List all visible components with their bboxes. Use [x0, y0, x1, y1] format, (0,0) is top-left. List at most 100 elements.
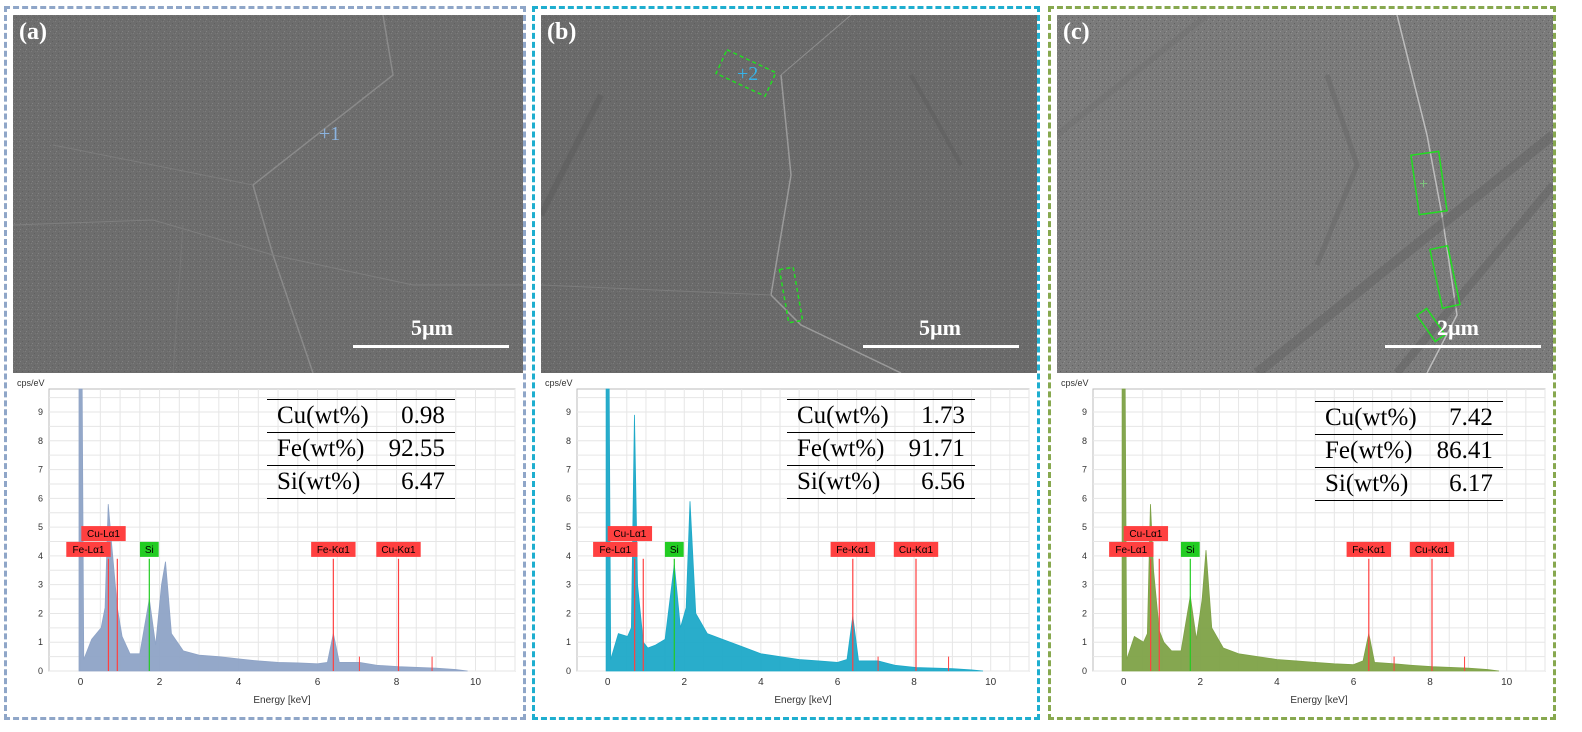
y-tick-label: 9	[38, 407, 43, 417]
panel-a: (a) +1 5µm 0 1 2 3 4 5 6 7 8 9 0 2 4 6 8 10 cps/eV Energy…	[4, 6, 526, 720]
peak-label: Fe-Kα1	[836, 545, 869, 556]
eds-spectrum-c: 0 1 2 3 4 5 6 7 8 9 0 2 4 6 8 10 cps/eV Energy [keV] Cu-Lα…	[1057, 375, 1553, 715]
peak-label: Cu-Lα1	[87, 529, 120, 540]
scale-bar-label: 5µm	[919, 315, 962, 340]
composition-table: Cu(wt%) 0.98 Fe(wt%) 92.55 Si(wt%) 6.47	[267, 399, 455, 499]
y-tick-label: 7	[1082, 465, 1087, 475]
element-name: Fe(wt%)	[267, 432, 379, 466]
peak-label: Si	[145, 545, 154, 556]
composition-row-fe: Fe(wt%) 86.41	[1315, 434, 1503, 468]
peak-label: Cu-Lα1	[613, 529, 646, 540]
x-tick-label: 4	[236, 677, 242, 688]
peak-label: Fe-Kα1	[1352, 545, 1385, 556]
y-tick-label: 5	[566, 522, 571, 532]
sem-micrograph-b	[541, 15, 1037, 373]
x-tick-label: 0	[1121, 677, 1127, 688]
x-tick-label: 0	[78, 677, 84, 688]
y-tick-label: 6	[38, 493, 43, 503]
svg-text:+: +	[1419, 176, 1428, 193]
x-tick-label: 8	[1427, 677, 1433, 688]
y-axis-label: cps/eV	[17, 378, 45, 388]
y-tick-label: 5	[1082, 522, 1087, 532]
peak-label: Fe-Lα1	[73, 545, 105, 556]
element-name: Cu(wt%)	[267, 399, 379, 433]
composition-row-si: Si(wt%) 6.17	[1315, 467, 1503, 501]
analysis-point-label: +2	[737, 63, 759, 85]
element-name: Cu(wt%)	[1315, 401, 1427, 435]
element-value: 91.71	[898, 432, 975, 466]
x-tick-label: 0	[605, 677, 611, 688]
scale-bar	[1385, 345, 1541, 348]
y-tick-label: 6	[566, 493, 571, 503]
x-tick-label: 2	[1197, 677, 1203, 688]
peak-label-box	[893, 541, 939, 557]
panel-label: (c)	[1063, 19, 1090, 45]
y-tick-label: 8	[566, 436, 571, 446]
element-value: 6.47	[378, 465, 455, 499]
y-tick-label: 8	[38, 436, 43, 446]
x-tick-label: 6	[835, 677, 841, 688]
y-tick-label: 2	[1082, 608, 1087, 618]
x-tick-label: 8	[911, 677, 917, 688]
sem-micrograph-a	[13, 15, 523, 373]
composition-table: Cu(wt%) 7.42 Fe(wt%) 86.41 Si(wt%) 6.17	[1315, 401, 1503, 501]
peak-label-box	[1409, 541, 1455, 557]
y-tick-label: 5	[38, 522, 43, 532]
peak-label: Cu-Kα1	[899, 545, 934, 556]
peak-label: Fe-Kα1	[317, 545, 350, 556]
sem-image-c: + (c) 2µm	[1057, 15, 1553, 373]
element-value: 92.55	[378, 432, 455, 466]
y-tick-label: 4	[1082, 551, 1087, 561]
y-tick-label: 7	[38, 465, 43, 475]
composition-row-fe: Fe(wt%) 91.71	[787, 432, 975, 466]
peak-label-box	[607, 526, 653, 542]
y-tick-label: 4	[38, 551, 43, 561]
x-tick-label: 8	[394, 677, 400, 688]
panel-c: + (c) 2µm 0 1 2 3 4 5 6 7 8 9 0 2 4 6 8 10 cps/eV Energy …	[1048, 6, 1556, 720]
composition-row-cu: Cu(wt%) 1.73	[787, 399, 975, 433]
peak-label-box	[1180, 541, 1200, 557]
spectrum-area	[605, 388, 984, 672]
x-tick-label: 4	[758, 677, 764, 688]
peak-label: Si	[670, 545, 679, 556]
scale-bar-label: 2µm	[1437, 315, 1480, 340]
y-tick-label: 1	[566, 637, 571, 647]
composition-row-cu: Cu(wt%) 7.42	[1315, 401, 1503, 435]
y-tick-label: 0	[38, 666, 43, 676]
sem-image-a: (a) +1 5µm	[13, 15, 523, 373]
eds-spectrum-a: 0 1 2 3 4 5 6 7 8 9 0 2 4 6 8 10 cps/eV Energy [keV] Cu-Lα…	[13, 375, 523, 715]
x-axis-label: Energy [keV]	[1290, 695, 1347, 706]
y-tick-label: 3	[1082, 580, 1087, 590]
composition-row-fe: Fe(wt%) 92.55	[267, 432, 455, 466]
peak-label: Fe-Lα1	[1115, 545, 1147, 556]
x-tick-label: 10	[985, 677, 997, 688]
analysis-point-label: +1	[319, 123, 341, 145]
x-tick-label: 2	[681, 677, 687, 688]
peak-label-box	[66, 541, 111, 557]
element-name: Fe(wt%)	[1315, 434, 1427, 468]
y-axis-label: cps/eV	[545, 378, 573, 388]
element-value: 0.98	[378, 399, 455, 433]
y-tick-label: 1	[38, 637, 43, 647]
element-value: 7.42	[1426, 401, 1503, 435]
peak-label-box	[1346, 541, 1391, 557]
y-tick-label: 4	[566, 551, 571, 561]
y-tick-label: 7	[566, 465, 571, 475]
eds-spectrum-b: 0 1 2 3 4 5 6 7 8 9 0 2 4 6 8 10 cps/eV Energy [keV] Cu-Lα…	[541, 375, 1037, 715]
element-name: Si(wt%)	[787, 465, 899, 499]
element-name: Fe(wt%)	[787, 432, 899, 466]
y-tick-label: 2	[566, 608, 571, 618]
panel-label: (a)	[19, 19, 47, 45]
peak-label-box	[311, 541, 356, 557]
element-value: 1.73	[898, 399, 975, 433]
element-name: Si(wt%)	[267, 465, 379, 499]
scale-bar	[863, 345, 1019, 348]
peak-label-box	[376, 541, 421, 557]
peak-label-box	[830, 541, 875, 557]
scale-bar-label: 5µm	[411, 315, 454, 340]
sem-image-b: (b) +2 5µm	[541, 15, 1037, 373]
x-tick-label: 10	[1501, 677, 1513, 688]
peak-label-box	[1123, 526, 1169, 542]
y-tick-label: 2	[38, 608, 43, 618]
x-axis-label: Energy [keV]	[774, 695, 831, 706]
